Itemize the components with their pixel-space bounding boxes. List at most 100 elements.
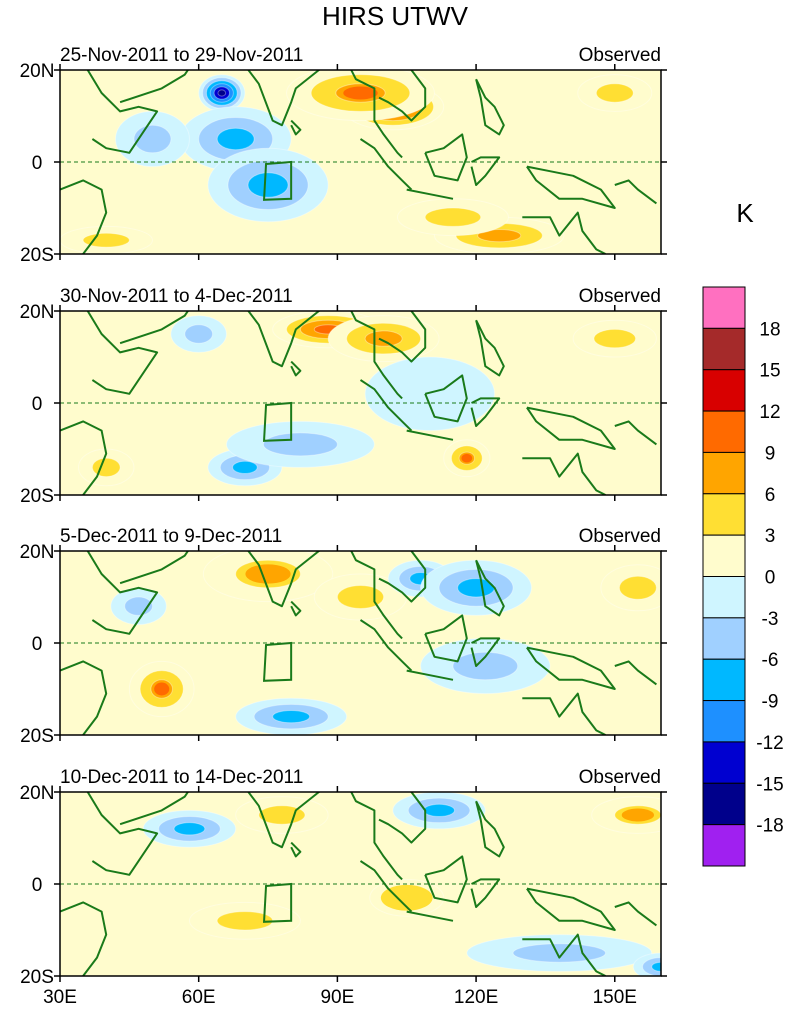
y-tick-label: 20S: [20, 967, 54, 988]
contour-core: [463, 581, 490, 595]
anomaly-blob: [369, 878, 445, 917]
contour-core: [154, 682, 170, 696]
contour-core: [621, 808, 655, 822]
colorbar-swatch: [702, 369, 746, 412]
coastline: [119, 311, 190, 345]
study-box: [262, 882, 293, 923]
coastline: [86, 551, 159, 635]
panel-field: [60, 311, 661, 495]
panels: 25-Nov-2011 to 29-Nov-2011 Observed 20N 0 20…: [20, 45, 667, 988]
contour-core: [380, 884, 433, 911]
contour-core: [139, 129, 166, 149]
y-tick-label: 20N: [20, 783, 55, 804]
y-tick-label: 20N: [20, 302, 55, 323]
contour-core: [265, 808, 299, 822]
colorbar-swatch: [702, 741, 746, 784]
anomaly-blob: [443, 439, 491, 478]
coastline: [119, 792, 190, 826]
units-label: K: [736, 198, 754, 228]
coastline: [526, 406, 616, 450]
coastline: [60, 420, 108, 495]
coastline: [290, 119, 302, 136]
colorbar-label: -3: [762, 609, 779, 630]
colorbar-label: 18: [759, 319, 780, 340]
coastline: [350, 70, 403, 159]
coastline: [60, 901, 108, 976]
coastline: [247, 551, 321, 608]
panel-date-label: 30-Nov-2011 to 4-Dec-2011: [60, 286, 293, 307]
anomaly-blob: [396, 198, 509, 237]
coastline: [470, 397, 501, 427]
colorbar-swatch: [702, 410, 746, 453]
colorbar-label: -6: [762, 650, 779, 671]
coastline: [359, 619, 413, 672]
coastline: [614, 660, 657, 686]
panel-date-label: 5-Dec-2011 to 9-Dec-2011: [60, 526, 282, 547]
coastline: [247, 792, 321, 849]
colorbar-swatch: [702, 286, 746, 329]
map-panel: 5-Dec-2011 to 9-Dec-2011 Observed 20N 0 20S: [20, 526, 667, 747]
coastline: [290, 841, 302, 858]
study-box: [262, 401, 293, 442]
colorbar-swatch: [702, 576, 746, 619]
panel-field: [60, 70, 661, 254]
coastline: [522, 452, 606, 495]
anomaly-blob: [327, 315, 440, 363]
coastline: [614, 901, 657, 927]
contour-core: [225, 914, 265, 928]
coastline: [86, 70, 159, 154]
anomaly-blob: [466, 934, 653, 972]
coastlines: [60, 70, 657, 254]
colorbar-label: 12: [759, 402, 780, 423]
contour-core: [343, 86, 378, 100]
anomaly-blob: [198, 74, 246, 112]
coastline: [522, 933, 606, 976]
coastline: [359, 379, 413, 432]
panel-field: [60, 792, 661, 976]
contour-core: [484, 231, 515, 240]
contour-core: [245, 564, 291, 584]
coastline: [378, 311, 427, 363]
colorbar-swatch: [702, 327, 746, 371]
coastline: [470, 637, 501, 667]
contour-core: [461, 453, 473, 463]
colorbar-label: -9: [762, 692, 779, 713]
contour-core: [128, 599, 149, 613]
y-tick-label: 20S: [20, 726, 54, 747]
anomaly-blob: [286, 70, 435, 122]
coastline: [424, 614, 468, 663]
contour-core: [600, 332, 630, 346]
colorbar-swatch: [702, 658, 746, 702]
coastline: [475, 319, 505, 377]
colorbar-label: 0: [765, 568, 776, 589]
anomaly-blob: [364, 356, 496, 432]
panel-date-label: 10-Dec-2011 to 14-Dec-2011: [60, 767, 303, 788]
panel-tag: Observed: [579, 45, 661, 66]
map-panel: 25-Nov-2011 to 29-Nov-2011 Observed 20N 0 20…: [20, 45, 667, 266]
x-axis: 30E 60E 90E 120E 150E: [43, 987, 637, 1008]
contour-core: [601, 86, 628, 100]
coastline: [86, 311, 159, 395]
coastline: [475, 559, 505, 617]
coastline: [522, 211, 606, 254]
x-tick-label: 30E: [43, 987, 77, 1008]
coastline: [60, 179, 108, 254]
contour-core: [178, 824, 201, 834]
colorbar-swatch: [702, 534, 746, 578]
colorbar-label: 9: [765, 443, 776, 464]
coastline: [475, 800, 505, 858]
contour-core: [274, 436, 327, 453]
coastline: [359, 860, 413, 913]
contour-core: [344, 588, 377, 606]
coastline: [378, 551, 427, 603]
colorbar-label: -15: [756, 774, 783, 795]
panel-tag: Observed: [579, 286, 661, 307]
coastline: [350, 551, 403, 640]
contour-core: [236, 463, 254, 472]
anomaly-blob: [392, 792, 486, 830]
contour-core: [428, 806, 450, 815]
anomaly-blob: [60, 225, 153, 254]
anomaly-blob: [202, 551, 334, 603]
coastline: [614, 420, 657, 446]
